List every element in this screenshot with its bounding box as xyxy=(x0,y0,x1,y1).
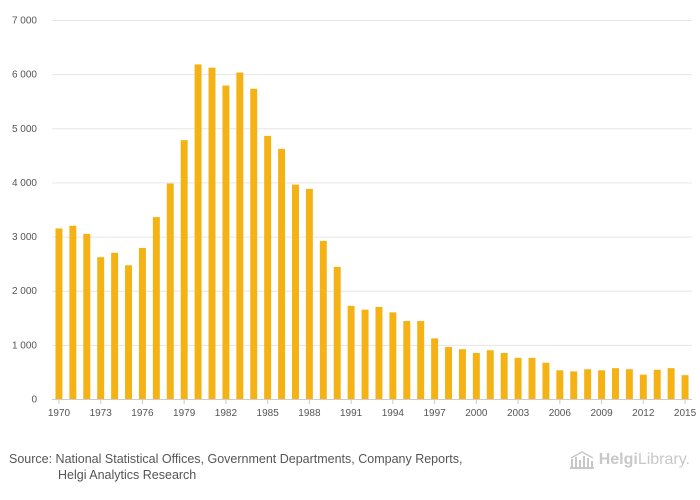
x-tick-label: 1994 xyxy=(382,408,405,419)
x-tick-label: 1988 xyxy=(298,408,321,419)
bar-1994 xyxy=(389,312,397,399)
bar-2005 xyxy=(542,362,550,399)
library-building-icon xyxy=(569,451,594,469)
bar-1987 xyxy=(292,184,299,399)
gridlines xyxy=(52,20,692,346)
bar-1970 xyxy=(55,228,63,399)
bar-1997 xyxy=(431,338,439,399)
brand-text-library: Library. xyxy=(637,451,690,468)
bar-1977 xyxy=(152,217,160,399)
y-tick-label: 3 000 xyxy=(12,232,37,243)
bar-1999 xyxy=(458,349,466,399)
source-line-2: Helgi Analytics Research xyxy=(58,468,197,482)
bar-2009 xyxy=(598,370,606,399)
bar-1972 xyxy=(83,233,91,399)
bar-1980 xyxy=(194,64,202,400)
bar-1985 xyxy=(264,135,272,399)
helgi-library-logo: Helgi Library. xyxy=(569,451,690,469)
x-tick-label: 1985 xyxy=(257,408,280,419)
bar-1978 xyxy=(166,183,174,399)
bar-2015 xyxy=(681,375,689,399)
brand-text-helgi: Helgi xyxy=(598,451,638,468)
bar-series xyxy=(55,64,689,400)
x-tick-label: 1982 xyxy=(215,408,238,419)
bar-1988 xyxy=(305,188,313,399)
bar-1975 xyxy=(125,265,132,399)
bar-2000 xyxy=(472,352,480,399)
bar-2011 xyxy=(625,369,633,399)
bar-2012 xyxy=(639,374,647,399)
bar-chart: 0 1 000 2 000 3 000 4 000 5 000 6 000 7 000 197… xyxy=(12,16,697,420)
x-tick-label: 1976 xyxy=(131,408,154,419)
bar-1982 xyxy=(222,85,230,399)
bar-1979 xyxy=(180,140,188,399)
x-axis-ticks xyxy=(58,399,686,404)
y-tick-label: 5 000 xyxy=(12,124,37,135)
x-tick-label: 1997 xyxy=(423,408,446,419)
bar-1989 xyxy=(319,240,327,399)
bar-1973 xyxy=(97,257,105,399)
bar-1998 xyxy=(445,347,452,399)
x-tick-label: 1991 xyxy=(340,408,363,419)
x-tick-label: 2009 xyxy=(590,408,613,419)
bar-1996 xyxy=(417,321,425,399)
bar-1990 xyxy=(333,266,341,399)
y-tick-label: 7 000 xyxy=(12,16,37,27)
x-tick-label: 2000 xyxy=(465,408,488,419)
bar-1983 xyxy=(236,72,244,400)
bar-1971 xyxy=(69,225,77,399)
bar-2010 xyxy=(612,368,619,399)
bar-1981 xyxy=(208,67,216,400)
bar-2013 xyxy=(653,369,661,399)
y-axis-labels: 0 1 000 2 000 3 000 4 000 5 000 6 000 7 000 xyxy=(12,16,37,406)
bar-2003 xyxy=(514,357,522,399)
y-tick-label: 4 000 xyxy=(12,178,37,189)
bar-2001 xyxy=(486,350,494,399)
bar-1995 xyxy=(403,321,411,399)
bar-1984 xyxy=(250,88,258,399)
y-tick-label: 1 000 xyxy=(12,340,37,351)
bar-1976 xyxy=(138,247,146,399)
y-tick-label: 0 xyxy=(31,395,37,406)
source-line-1: Source: National Statistical Offices, Go… xyxy=(9,452,463,466)
x-tick-label: 2006 xyxy=(549,408,572,419)
bar-2014 xyxy=(667,368,675,399)
x-tick-label: 1979 xyxy=(173,408,196,419)
y-tick-label: 2 000 xyxy=(12,286,37,297)
bar-2002 xyxy=(500,352,508,399)
bar-2008 xyxy=(584,369,592,399)
bar-1992 xyxy=(361,309,369,399)
bar-2007 xyxy=(570,371,578,399)
bar-2006 xyxy=(556,370,564,399)
bar-1991 xyxy=(347,305,355,399)
bar-1986 xyxy=(278,148,286,399)
y-tick-label: 6 000 xyxy=(12,70,37,81)
bar-1974 xyxy=(111,252,119,399)
x-tick-label: 2012 xyxy=(632,408,655,419)
x-tick-label: 2015 xyxy=(674,408,697,419)
bar-2004 xyxy=(528,357,536,399)
source-note: Source: National Statistical Offices, Go… xyxy=(9,451,549,483)
x-tick-label: 1970 xyxy=(48,408,71,419)
x-tick-label: 2003 xyxy=(507,408,530,419)
x-tick-label: 1973 xyxy=(90,408,113,419)
bar-1993 xyxy=(375,306,383,399)
x-axis-labels: 1970 1973 1976 1979 1982 1985 1988 1991 1994 1997… xyxy=(48,408,697,419)
